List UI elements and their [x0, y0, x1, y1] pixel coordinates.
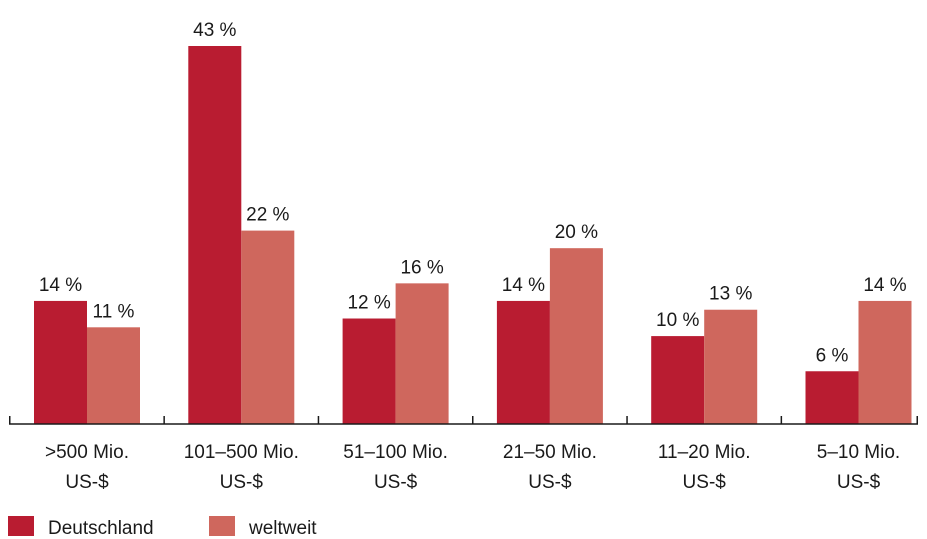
category-label-line: US-$ — [837, 472, 881, 493]
category-label-line: 101–500 Mio. — [184, 442, 299, 463]
category-label-line: US-$ — [65, 472, 109, 493]
bar-weltweit — [858, 300, 912, 424]
value-labels-group: 14 % 11 % 43 % 22 % 12 % 16 % 14 % 20 % 10 % 13 %… — [39, 20, 907, 366]
bar-value-label: 6 % — [816, 345, 849, 366]
bar-weltweit — [241, 230, 295, 424]
bar-value-label: 20 % — [555, 222, 598, 243]
bar-deutschland — [651, 336, 705, 424]
category-label-line: 21–50 Mio. — [503, 442, 597, 463]
category-label-line: US-$ — [528, 472, 572, 493]
bar-weltweit — [549, 248, 603, 424]
category-label-line: US-$ — [374, 472, 418, 493]
category-label: 11–20 Mio. US-$ — [658, 442, 751, 493]
bar-value-label: 22 % — [246, 205, 289, 226]
bar-value-label: 14 % — [863, 275, 906, 296]
legend: Deutschland weltweit — [8, 516, 317, 539]
category-label-line: 11–20 Mio. — [658, 442, 751, 463]
bar-weltweit — [87, 327, 140, 424]
legend-swatch-weltweit — [209, 516, 235, 536]
bar-value-label: 43 % — [193, 20, 236, 41]
bar-weltweit — [395, 283, 449, 424]
category-label-line: >500 Mio. — [45, 442, 129, 463]
legend-label-deutschland: Deutschland — [48, 518, 154, 539]
bar-value-label: 16 % — [400, 257, 443, 278]
bar-deutschland — [34, 300, 87, 424]
category-label: 5–10 Mio. US-$ — [817, 442, 900, 493]
bar-value-label: 13 % — [709, 284, 752, 305]
category-label: 101–500 Mio. US-$ — [184, 442, 299, 493]
bar-value-label: 12 % — [347, 293, 390, 314]
bar-value-label: 11 % — [93, 301, 135, 322]
category-label: 21–50 Mio. US-$ — [503, 442, 597, 493]
bar-deutschland — [188, 46, 242, 424]
legend-swatch-deutschland — [8, 516, 34, 536]
category-label-line: 51–100 Mio. — [343, 442, 448, 463]
category-label: 51–100 Mio. US-$ — [343, 442, 448, 493]
bars-group — [34, 46, 912, 424]
bar-value-label: 10 % — [656, 310, 699, 331]
category-label: >500 Mio. US-$ — [45, 442, 129, 493]
bar-weltweit — [704, 309, 758, 424]
category-label-line: US-$ — [220, 472, 264, 493]
bar-deutschland — [805, 371, 859, 424]
bar-value-label: 14 % — [502, 275, 545, 296]
bar-deutschland — [496, 300, 550, 424]
x-axis-ticks — [9, 416, 918, 424]
legend-label-weltweit: weltweit — [248, 518, 317, 539]
category-label-line: US-$ — [683, 472, 727, 493]
category-labels-group: >500 Mio. US-$101–500 Mio. US-$51–100 Mio.… — [45, 442, 900, 493]
bar-deutschland — [342, 318, 396, 424]
category-label-line: 5–10 Mio. — [817, 442, 900, 463]
bar-value-label: 14 % — [39, 275, 82, 296]
